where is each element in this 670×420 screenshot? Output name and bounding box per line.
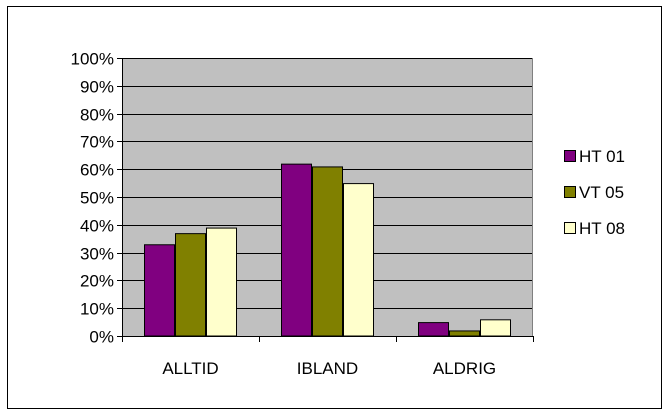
bar — [418, 322, 449, 337]
legend-swatch — [564, 186, 576, 198]
bar — [144, 244, 175, 337]
y-tick-label: 50% — [80, 189, 114, 208]
legend-label: VT 05 — [579, 183, 624, 202]
y-tick-label: 60% — [80, 161, 114, 180]
bar — [480, 319, 511, 337]
y-tick-label: 10% — [80, 300, 114, 319]
x-tick-label: IBLAND — [297, 359, 358, 378]
legend-label: HT 08 — [579, 219, 625, 238]
x-tick-label: ALDRIG — [433, 359, 496, 378]
y-tick-label: 70% — [80, 133, 114, 152]
y-tick-label: 0% — [89, 328, 114, 347]
bar — [175, 233, 206, 337]
bar — [449, 330, 480, 337]
bar — [281, 163, 312, 337]
legend-label: HT 01 — [579, 147, 625, 166]
y-tick-label: 80% — [80, 106, 114, 125]
y-tick-label: 100% — [71, 50, 114, 69]
x-tick-label: ALLTID — [162, 359, 218, 378]
y-tick-label: 40% — [80, 217, 114, 236]
bar — [206, 227, 237, 337]
legend-swatch — [564, 150, 576, 162]
bar — [312, 166, 343, 337]
y-tick-label: 20% — [80, 272, 114, 291]
y-tick-label: 90% — [80, 78, 114, 97]
y-tick-label: 30% — [80, 245, 114, 264]
legend-swatch — [564, 222, 576, 234]
bar — [343, 183, 374, 337]
